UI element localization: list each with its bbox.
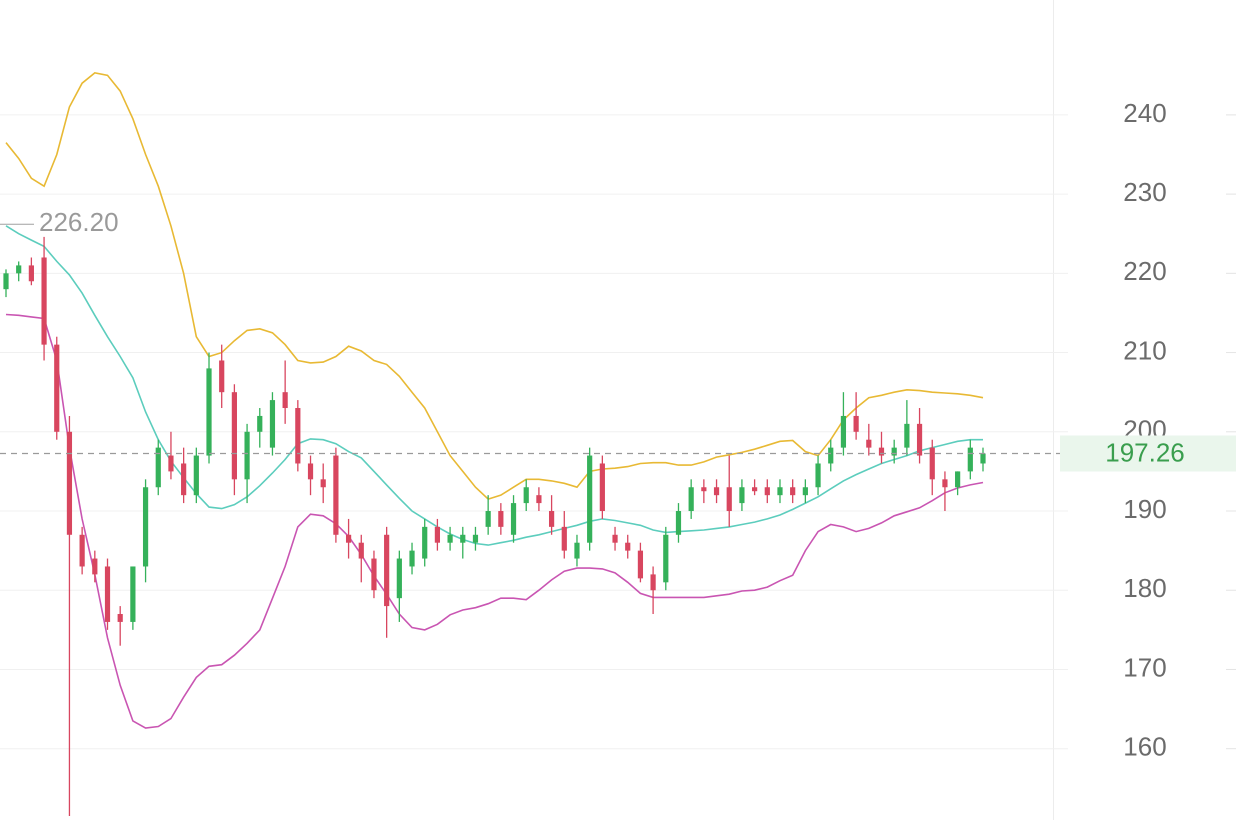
candle-body bbox=[625, 542, 631, 551]
candle-body bbox=[117, 614, 123, 622]
candle-body bbox=[955, 471, 961, 488]
candle-body bbox=[790, 487, 796, 496]
candle-body bbox=[637, 550, 644, 579]
candle-body bbox=[548, 511, 555, 527]
candle-body bbox=[878, 447, 885, 456]
candle-body bbox=[28, 265, 34, 282]
candle-body bbox=[688, 487, 694, 512]
candle-body bbox=[726, 487, 732, 512]
candle-body bbox=[345, 534, 352, 543]
candle-body bbox=[307, 463, 314, 480]
max-label: 226.20 bbox=[39, 207, 119, 237]
last-price-label: 197.26 bbox=[1105, 437, 1185, 467]
candle-body bbox=[384, 534, 390, 607]
candle-body bbox=[3, 273, 9, 290]
candle-body bbox=[104, 566, 111, 622]
candle-body bbox=[523, 487, 529, 504]
candle-body bbox=[967, 447, 973, 472]
candle-body bbox=[206, 368, 212, 456]
candle-body bbox=[155, 447, 161, 488]
candle-body bbox=[929, 447, 935, 480]
candle-body bbox=[828, 447, 834, 464]
candle-body bbox=[485, 511, 491, 527]
candle-body bbox=[891, 447, 897, 456]
y-tick-label: 190 bbox=[1123, 494, 1166, 524]
candle-body bbox=[16, 265, 22, 274]
y-tick-label: 210 bbox=[1123, 335, 1166, 365]
candle-body bbox=[739, 487, 745, 504]
y-tick-label: 180 bbox=[1123, 573, 1166, 603]
candle-body bbox=[904, 423, 910, 448]
candle-body bbox=[358, 542, 364, 559]
y-tick-label: 240 bbox=[1123, 98, 1166, 128]
candle-body bbox=[434, 526, 441, 543]
candle-body bbox=[663, 534, 669, 583]
candle-body bbox=[142, 487, 149, 567]
candle-body bbox=[92, 558, 98, 575]
candle-body bbox=[840, 415, 847, 448]
candle-body bbox=[333, 455, 339, 535]
candle-body bbox=[320, 479, 326, 488]
y-tick-label: 230 bbox=[1123, 177, 1166, 207]
candle-body bbox=[510, 503, 517, 535]
candle-body bbox=[409, 550, 415, 567]
candle-body bbox=[802, 487, 808, 496]
candle-body bbox=[422, 526, 428, 559]
candle-body bbox=[66, 431, 73, 535]
candle-body bbox=[79, 534, 85, 567]
candle-body bbox=[599, 463, 605, 512]
candle-body bbox=[269, 400, 276, 448]
candle-body bbox=[815, 463, 821, 488]
candle-body bbox=[498, 511, 504, 527]
last-price-box bbox=[1060, 435, 1236, 472]
candle-body bbox=[650, 574, 656, 591]
candle-body bbox=[295, 408, 301, 464]
candle-body bbox=[713, 487, 720, 496]
candle-body bbox=[181, 463, 187, 496]
candle-body bbox=[168, 455, 174, 472]
candle-body bbox=[574, 542, 580, 559]
candle-body bbox=[193, 455, 199, 496]
y-tick-label: 170 bbox=[1123, 652, 1166, 682]
candle-body bbox=[447, 534, 453, 543]
candle-body bbox=[764, 487, 770, 496]
candle-body bbox=[980, 453, 986, 464]
candle-body bbox=[675, 511, 682, 535]
candle-body bbox=[916, 423, 923, 456]
candle-body bbox=[536, 495, 542, 504]
candle-body bbox=[257, 415, 263, 432]
candle-body bbox=[472, 534, 479, 543]
candle-body bbox=[54, 344, 60, 432]
band-line bbox=[5, 313, 984, 729]
candle-body bbox=[752, 487, 758, 492]
candle-body bbox=[587, 455, 593, 543]
candle-body bbox=[244, 431, 250, 480]
candle-body bbox=[219, 360, 225, 393]
candle-body bbox=[777, 487, 783, 496]
candle-body bbox=[231, 392, 237, 480]
candle-body bbox=[396, 558, 402, 599]
y-tick-label: 220 bbox=[1123, 256, 1166, 286]
candle-body bbox=[942, 479, 948, 488]
y-tick-label: 160 bbox=[1123, 732, 1166, 762]
band-line bbox=[5, 72, 984, 501]
candle-body bbox=[282, 392, 288, 409]
candle-body bbox=[371, 558, 377, 591]
candle-body bbox=[561, 526, 567, 551]
candle-body bbox=[460, 534, 466, 543]
candle-body bbox=[41, 257, 47, 345]
candle-body bbox=[612, 534, 618, 543]
candle-body bbox=[130, 566, 136, 622]
candle-body bbox=[853, 415, 859, 432]
candle-body bbox=[701, 487, 707, 492]
candle-body bbox=[866, 439, 872, 448]
